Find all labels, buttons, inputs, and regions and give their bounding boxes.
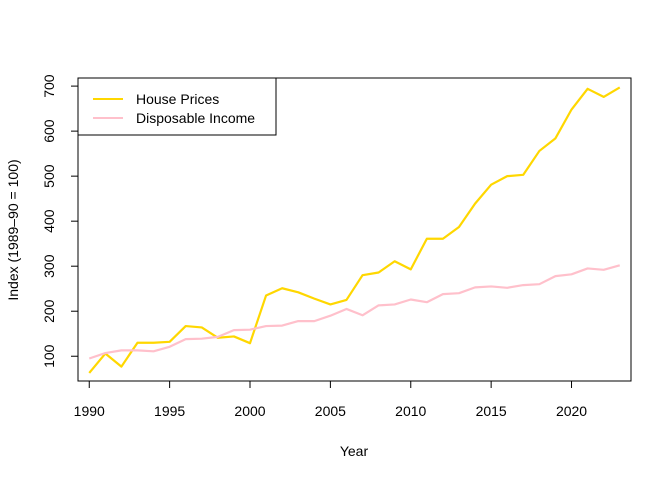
x-tick-label: 2000 [234, 403, 265, 419]
y-tick-label: 500 [41, 164, 57, 188]
y-tick-label: 200 [41, 299, 57, 323]
legend: House Prices Disposable Income [77, 77, 277, 136]
x-axis-title: Year [340, 443, 369, 459]
y-axis-title: Index (1989–90 = 100) [5, 159, 21, 300]
legend-label-house-prices: House Prices [136, 91, 219, 107]
x-tick-label: 1995 [154, 403, 185, 419]
y-tick-label: 300 [41, 254, 57, 278]
x-tick-label: 1990 [74, 403, 105, 419]
series-layer [88, 86, 621, 374]
x-tick-label: 2015 [476, 403, 507, 419]
x-tick-label: 2020 [556, 403, 587, 419]
x-axis: 1990 1995 2000 2005 2010 2015 2020 [74, 380, 587, 419]
y-tick-label: 400 [41, 209, 57, 233]
legend-box [77, 77, 277, 136]
x-tick-label: 2005 [315, 403, 346, 419]
series-line-disposable-income [88, 264, 621, 360]
y-axis: 100 200 300 400 500 600 700 [41, 74, 79, 368]
series-line-house-prices [88, 86, 621, 374]
y-tick-label: 600 [41, 119, 57, 143]
legend-label-disposable-income: Disposable Income [136, 110, 255, 126]
y-tick-label: 100 [41, 344, 57, 368]
x-tick-label: 2010 [395, 403, 426, 419]
y-tick-label: 700 [41, 74, 57, 98]
